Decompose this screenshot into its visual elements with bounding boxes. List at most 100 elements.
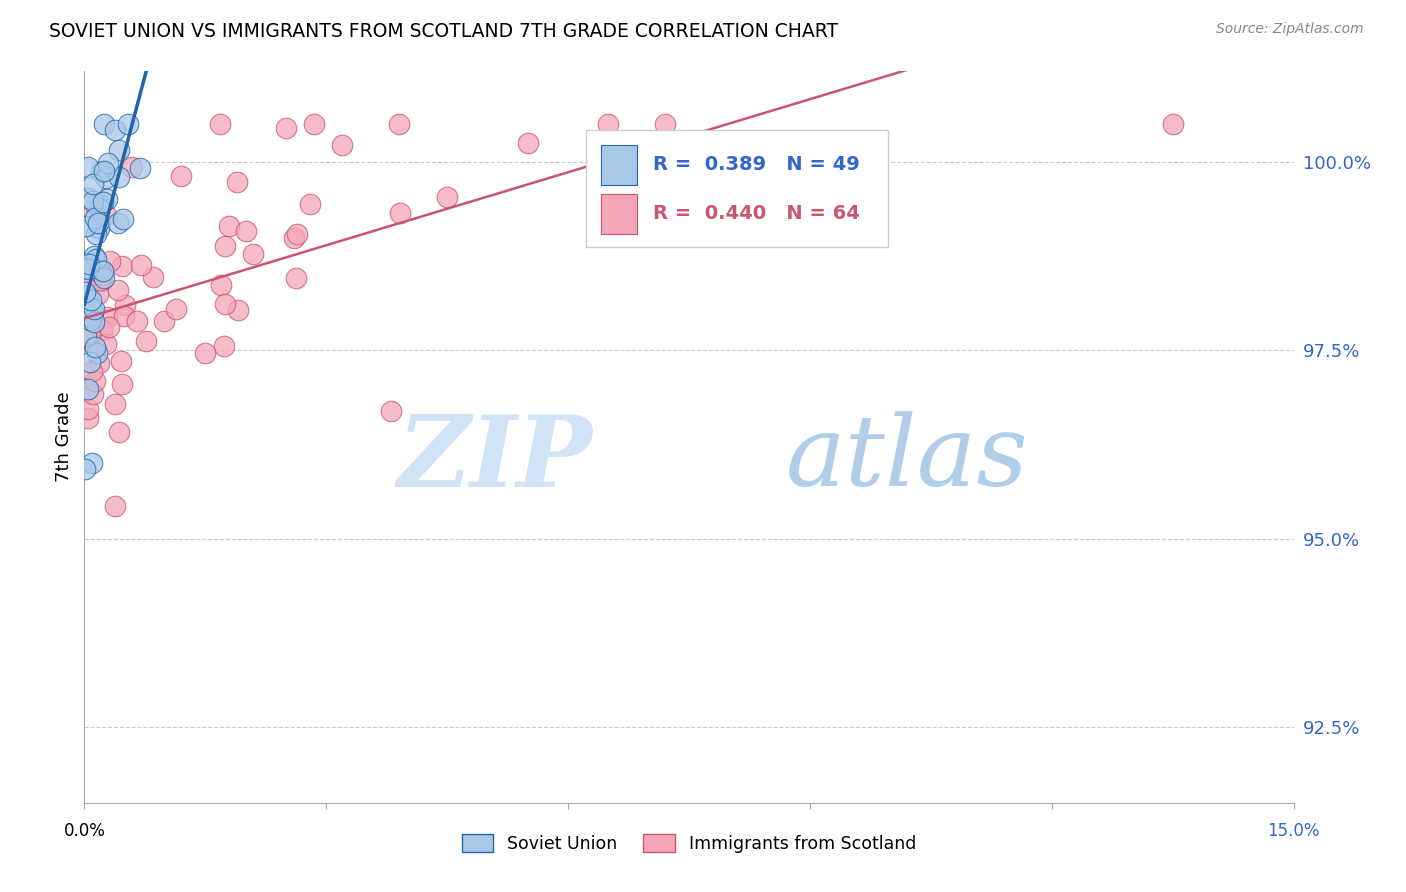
- Immigrants from Scotland: [90, 274, 112, 288]
- Soviet Union: [84, 252, 107, 267]
- Soviet Union: [79, 313, 101, 327]
- Soviet Union: [87, 197, 110, 211]
- Immigrants from Scotland: [436, 189, 458, 203]
- Immigrants from Scotland: [226, 175, 249, 189]
- Soviet Union: [86, 217, 108, 231]
- Soviet Union: [82, 194, 104, 209]
- Soviet Union: [82, 305, 104, 319]
- Immigrants from Scotland: [77, 401, 100, 416]
- Bar: [600, 194, 637, 234]
- Immigrants from Scotland: [129, 258, 152, 272]
- Soviet Union: [93, 164, 115, 178]
- Immigrants from Scotland: [226, 302, 249, 317]
- Text: 0.0%: 0.0%: [63, 822, 105, 839]
- Bar: [600, 145, 637, 185]
- Immigrants from Scotland: [84, 375, 107, 389]
- Immigrants from Scotland: [111, 259, 134, 273]
- Soviet Union: [76, 289, 98, 303]
- Immigrants from Scotland: [121, 160, 143, 174]
- Immigrants from Scotland: [153, 314, 176, 328]
- Text: R =  0.389   N = 49: R = 0.389 N = 49: [652, 154, 859, 174]
- Soviet Union: [82, 177, 104, 191]
- Soviet Union: [91, 264, 114, 278]
- Immigrants from Scotland: [235, 224, 257, 238]
- Soviet Union: [89, 201, 111, 215]
- Immigrants from Scotland: [87, 287, 110, 301]
- Immigrants from Scotland: [127, 314, 149, 328]
- Immigrants from Scotland: [80, 364, 103, 378]
- Text: R =  0.440   N = 64: R = 0.440 N = 64: [652, 203, 859, 223]
- Immigrants from Scotland: [214, 239, 236, 253]
- Immigrants from Scotland: [218, 219, 240, 234]
- Soviet Union: [90, 165, 112, 179]
- Soviet Union: [96, 171, 118, 186]
- Soviet Union: [83, 248, 105, 262]
- Immigrants from Scotland: [285, 270, 308, 285]
- Immigrants from Scotland: [96, 337, 118, 351]
- Immigrants from Scotland: [91, 268, 114, 282]
- Soviet Union: [83, 302, 105, 317]
- Immigrants from Scotland: [77, 327, 100, 342]
- Y-axis label: 7th Grade: 7th Grade: [55, 392, 73, 483]
- Soviet Union: [75, 219, 97, 233]
- Soviet Union: [79, 257, 101, 271]
- Soviet Union: [86, 346, 108, 360]
- Immigrants from Scotland: [285, 227, 308, 241]
- Immigrants from Scotland: [214, 297, 236, 311]
- Immigrants from Scotland: [1161, 117, 1184, 131]
- Soviet Union: [76, 382, 98, 396]
- Immigrants from Scotland: [107, 283, 129, 297]
- Immigrants from Scotland: [389, 205, 412, 219]
- Soviet Union: [89, 263, 111, 277]
- Soviet Union: [117, 117, 139, 131]
- Immigrants from Scotland: [82, 387, 104, 401]
- Immigrants from Scotland: [96, 310, 118, 325]
- Soviet Union: [75, 260, 97, 275]
- Soviet Union: [93, 117, 115, 131]
- Text: atlas: atlas: [786, 411, 1028, 507]
- Soviet Union: [75, 256, 97, 270]
- Immigrants from Scotland: [90, 323, 112, 337]
- Soviet Union: [77, 262, 100, 277]
- Immigrants from Scotland: [194, 346, 217, 360]
- Soviet Union: [83, 315, 105, 329]
- Soviet Union: [91, 194, 114, 209]
- Immigrants from Scotland: [98, 254, 121, 268]
- Soviet Union: [84, 227, 107, 241]
- Immigrants from Scotland: [654, 117, 676, 131]
- Soviet Union: [76, 160, 98, 174]
- Immigrants from Scotland: [598, 117, 620, 131]
- Immigrants from Scotland: [142, 269, 165, 284]
- Immigrants from Scotland: [114, 297, 136, 311]
- Soviet Union: [79, 355, 101, 369]
- Immigrants from Scotland: [299, 197, 322, 211]
- Soviet Union: [108, 143, 131, 157]
- Immigrants from Scotland: [108, 425, 131, 439]
- Immigrants from Scotland: [242, 247, 264, 261]
- Soviet Union: [77, 191, 100, 205]
- Immigrants from Scotland: [98, 320, 121, 334]
- Immigrants from Scotland: [388, 117, 411, 131]
- Soviet Union: [104, 123, 127, 137]
- Soviet Union: [93, 270, 115, 285]
- Immigrants from Scotland: [212, 339, 235, 353]
- Text: ZIP: ZIP: [398, 411, 592, 508]
- Immigrants from Scotland: [104, 396, 127, 410]
- Immigrants from Scotland: [94, 208, 117, 222]
- Immigrants from Scotland: [84, 203, 107, 218]
- Soviet Union: [87, 221, 110, 235]
- Immigrants from Scotland: [79, 278, 101, 293]
- Soviet Union: [128, 161, 150, 175]
- Immigrants from Scotland: [380, 403, 402, 417]
- Text: SOVIET UNION VS IMMIGRANTS FROM SCOTLAND 7TH GRADE CORRELATION CHART: SOVIET UNION VS IMMIGRANTS FROM SCOTLAND…: [49, 22, 838, 41]
- Immigrants from Scotland: [165, 302, 187, 317]
- Soviet Union: [80, 293, 103, 307]
- Immigrants from Scotland: [516, 136, 538, 151]
- Immigrants from Scotland: [79, 326, 101, 341]
- Immigrants from Scotland: [111, 376, 134, 391]
- Soviet Union: [75, 329, 97, 343]
- Immigrants from Scotland: [170, 169, 193, 183]
- Soviet Union: [97, 156, 120, 170]
- Immigrants from Scotland: [209, 278, 232, 293]
- Immigrants from Scotland: [89, 356, 111, 370]
